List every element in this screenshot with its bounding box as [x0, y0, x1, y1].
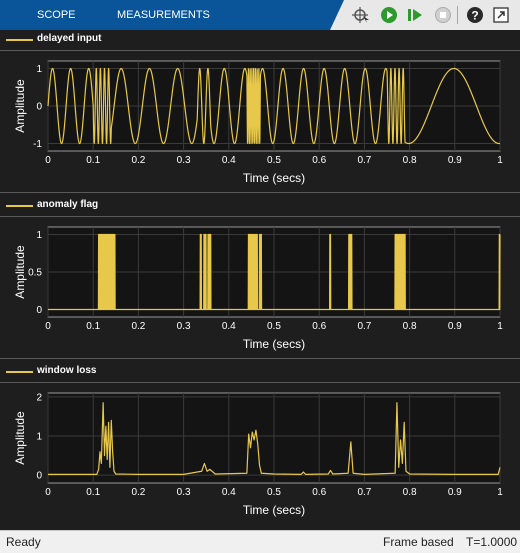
legend-window-loss[interactable]: window loss [0, 362, 520, 382]
divider [0, 50, 520, 51]
legend-label: window loss [37, 365, 97, 376]
tab-measurements[interactable]: MEASUREMENTS [117, 9, 210, 21]
x-tick-label: 0.3 [177, 155, 191, 166]
x-tick-label: 0 [45, 321, 51, 332]
divider [0, 358, 520, 359]
x-tick-label: 0 [45, 487, 51, 498]
y-tick-label: 0 [36, 102, 42, 113]
step-forward-icon[interactable] [406, 6, 424, 24]
x-tick-label: 0.7 [357, 487, 371, 498]
x-tick-label: 0.5 [267, 487, 281, 498]
y-tick-label: 1 [36, 432, 42, 443]
x-tick-label: 0.6 [312, 155, 326, 166]
divider [0, 192, 520, 193]
y-axis-label: Amplitude [13, 245, 27, 299]
legend-label: delayed input [37, 33, 102, 44]
status-time: T=1.0000 [466, 535, 518, 549]
series-line [47, 67, 501, 145]
undock-icon[interactable] [492, 6, 510, 24]
x-axis-label: Time (secs) [243, 337, 305, 351]
divider [0, 216, 520, 217]
x-tick-label: 0.7 [357, 321, 371, 332]
y-tick-label: 1 [36, 230, 42, 241]
legend-anomaly-flag[interactable]: anomaly flag [0, 196, 520, 216]
x-tick-label: 0.6 [312, 321, 326, 332]
y-tick-label: 0 [36, 305, 42, 316]
y-tick-label: 2 [36, 392, 42, 403]
x-tick-label: 0.5 [267, 155, 281, 166]
legend-swatch [6, 39, 33, 41]
series-line [48, 402, 501, 475]
signal-select-icon[interactable] [352, 6, 370, 24]
x-tick-label: 0.9 [448, 487, 462, 498]
x-tick-label: 0.8 [403, 321, 417, 332]
stop-icon[interactable] [434, 6, 452, 24]
x-tick-label: 0.1 [86, 321, 100, 332]
y-tick-label: 1 [36, 64, 42, 75]
run-icon[interactable] [380, 6, 398, 24]
axes-window-loss[interactable]: 0 0.1 0.2 0.3 0.4 0.5 0.6 0.7 0.8 0.9 1 0 1 2 Time (se… [0, 383, 520, 523]
toolstrip: SCOPE MEASUREMENTS ? [0, 0, 520, 30]
y-tick-label: -1 [33, 139, 42, 150]
legend-swatch [6, 205, 33, 207]
x-tick-label: 0.4 [222, 155, 236, 166]
legend-delayed-input[interactable]: delayed input [0, 30, 520, 50]
x-tick-label: 0.9 [448, 155, 462, 166]
x-tick-label: 0.3 [177, 487, 191, 498]
x-tick-label: 0.5 [267, 321, 281, 332]
x-tick-label: 0.1 [86, 487, 100, 498]
x-tick-label: 1 [497, 487, 503, 498]
x-tick-label: 0.8 [403, 487, 417, 498]
help-icon[interactable]: ? [466, 6, 484, 24]
tab-scope[interactable]: SCOPE [37, 9, 76, 21]
status-bar: Ready Frame based T=1.0000 [0, 530, 520, 553]
x-axis-label: Time (secs) [243, 503, 305, 517]
x-axis-label: Time (secs) [243, 171, 305, 185]
axes-anomaly-flag[interactable]: 0 0.1 0.2 0.3 0.4 0.5 0.6 0.7 0.8 0.9 1 0 0.5 1 Time (… [0, 217, 520, 356]
x-tick-label: 0 [45, 155, 51, 166]
toolbar-divider [457, 6, 458, 24]
y-tick-label: 0.5 [28, 268, 42, 279]
x-tick-label: 0.2 [131, 155, 145, 166]
y-axis-label: Amplitude [13, 411, 27, 465]
y-tick-label: 0 [36, 471, 42, 482]
x-tick-label: 0.4 [222, 487, 236, 498]
divider [0, 382, 520, 383]
status-ready: Ready [6, 535, 41, 549]
x-tick-label: 0.8 [403, 155, 417, 166]
x-tick-label: 0.4 [222, 321, 236, 332]
quick-access-toolbar: ? [330, 0, 520, 30]
x-tick-label: 0.1 [86, 155, 100, 166]
x-tick-label: 0.2 [131, 321, 145, 332]
x-tick-label: 0.9 [448, 321, 462, 332]
x-tick-label: 0.6 [312, 487, 326, 498]
svg-text:?: ? [471, 9, 478, 23]
status-mode: Frame based [383, 535, 454, 549]
x-tick-label: 0.3 [177, 321, 191, 332]
x-tick-label: 0.2 [131, 487, 145, 498]
series-line [47, 233, 501, 311]
x-tick-label: 1 [497, 321, 503, 332]
x-tick-label: 0.7 [357, 155, 371, 166]
x-tick-label: 1 [497, 155, 503, 166]
y-axis-label: Amplitude [13, 79, 27, 133]
legend-label: anomaly flag [37, 199, 99, 210]
legend-swatch [6, 371, 33, 373]
